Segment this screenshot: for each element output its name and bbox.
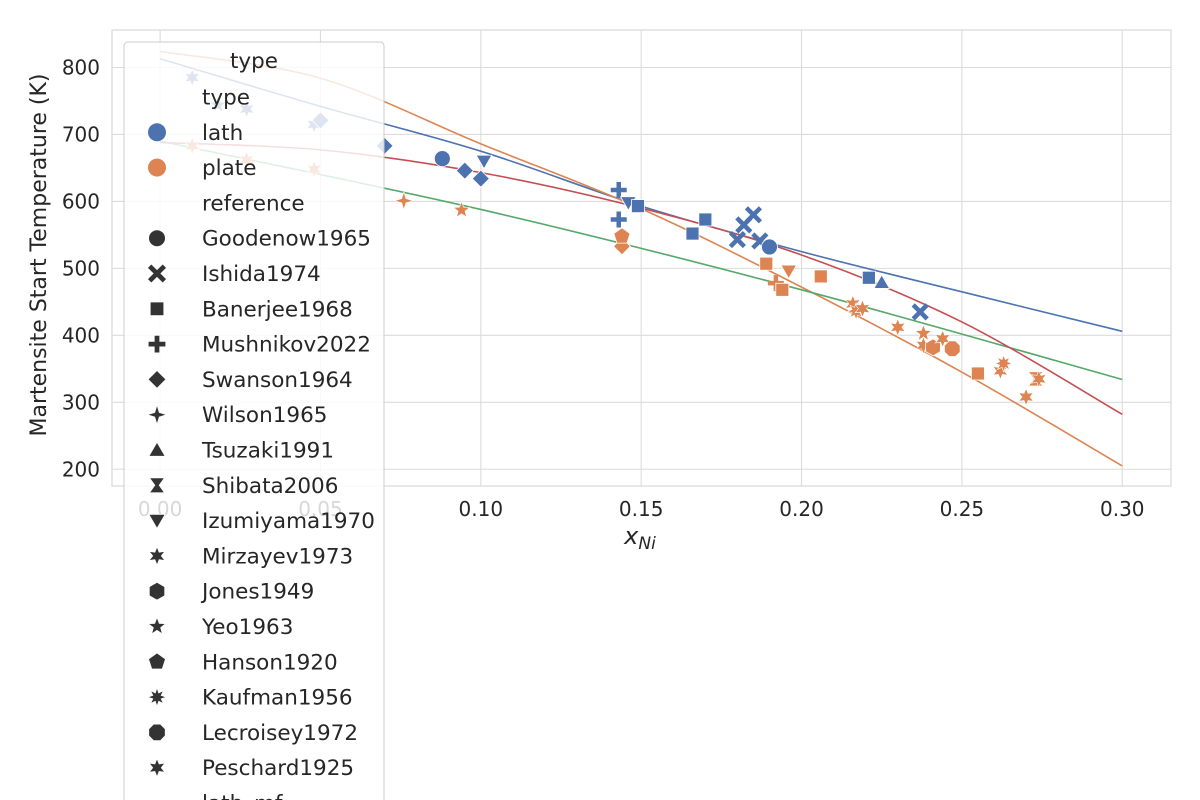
legend-marker-bowtie	[149, 477, 165, 493]
legend-label: Shibata2006	[202, 474, 338, 499]
data-point-plate-pentagon	[613, 227, 631, 244]
legend-marker-plus	[148, 335, 166, 353]
y-tick-label: 400	[62, 323, 100, 347]
x-tick-label: 0.10	[459, 497, 504, 521]
legend-marker-star6	[148, 757, 166, 778]
legend-swatch-plate	[148, 158, 166, 177]
legend-marker-diamond	[147, 369, 167, 389]
data-point-lath-x	[744, 206, 763, 224]
legend-label: Ishida1974	[202, 262, 321, 287]
data-point-lath-diamond	[455, 161, 474, 180]
legend-label: lath_mf	[202, 792, 283, 800]
y-axis-label: Martensite Start Temperature (K)	[27, 73, 52, 436]
data-point-plate-square	[759, 256, 774, 271]
legend-marker-hexagon	[148, 581, 166, 601]
legend-label: Yeo1963	[201, 615, 293, 640]
data-point-plate-star6	[1030, 369, 1047, 389]
legend-marker-octagon	[148, 723, 166, 742]
legend-swatch-lath	[148, 123, 166, 142]
data-point-plate-star6	[1017, 387, 1035, 407]
legend-marker-square	[149, 301, 165, 317]
data-point-plate-octagon	[944, 340, 961, 357]
legend-marker-star4	[146, 404, 168, 426]
legend-marker-circle	[148, 229, 166, 248]
legend-label: Mirzayev1973	[202, 544, 353, 569]
legend-label: Kaufman1956	[202, 686, 353, 711]
legend-marker-x	[147, 264, 167, 283]
legend-label: Tsuzaki1991	[201, 439, 334, 464]
legend: type type lath plate reference Goodenow1965 Is…	[123, 41, 385, 800]
y-tick-label: 500	[62, 256, 100, 280]
data-point-lath-tridown	[475, 154, 493, 170]
y-tick-label: 600	[62, 189, 100, 213]
x-tick-label: 0.20	[779, 497, 824, 521]
legend-label: Peschard1925	[202, 756, 354, 781]
legend-marker-star8	[147, 687, 167, 707]
y-tick-label: 300	[62, 390, 100, 414]
legend-label: lath	[202, 121, 243, 146]
data-point-lath-square	[631, 199, 645, 214]
y-tick-label: 200	[62, 457, 100, 481]
legend-label: type	[202, 86, 250, 111]
legend-label: Banerjee1968	[202, 297, 353, 322]
legend-label: Mushnikov2022	[202, 333, 371, 358]
x-tick-label: 0.15	[619, 497, 664, 521]
data-point-plate-star8	[994, 354, 1014, 373]
y-tick-labels: 200 300 400 500 600 700 800	[62, 55, 100, 481]
data-point-plate-star6	[889, 317, 906, 337]
data-point-plate-square	[971, 366, 985, 381]
data-point-plate-hexagon	[925, 338, 941, 357]
data-point-lath-circle	[761, 238, 778, 256]
data-point-lath-plus	[610, 182, 627, 199]
data-point-plate-tridown	[780, 264, 798, 280]
data-point-lath-square	[698, 212, 713, 227]
legend-label: Swanson1964	[202, 368, 353, 393]
legend-label: plate	[202, 156, 256, 181]
legend-label: reference	[202, 191, 305, 216]
legend-label: Wilson1965	[202, 403, 327, 428]
legend-label: Jones1949	[200, 580, 314, 605]
legend-box	[123, 41, 385, 800]
legend-title: type	[230, 49, 278, 74]
data-point-lath-square	[685, 226, 700, 241]
x-tick-label: 0.30	[1100, 497, 1145, 521]
legend-marker-star6	[148, 546, 166, 566]
data-point-lath-circle	[433, 150, 451, 167]
legend-marker-triangle	[148, 441, 166, 457]
data-point-plate-star6	[934, 329, 951, 349]
legend-marker-pentagon	[148, 652, 166, 670]
data-point-plate-star6	[854, 299, 871, 318]
data-point-lath-diamond	[471, 169, 490, 188]
legend-marker-star5	[147, 616, 167, 635]
legend-label: Izumiyama1970	[202, 509, 375, 534]
y-tick-label: 800	[62, 55, 100, 79]
legend-label: Lecroisey1972	[202, 721, 358, 746]
y-tick-label: 700	[62, 122, 100, 146]
x-axis-label: xNi	[623, 522, 656, 554]
data-point-lath-plus	[610, 211, 627, 228]
data-point-plate-square	[813, 269, 828, 284]
legend-label: Hanson1920	[202, 650, 338, 675]
legend-marker-tridown	[148, 513, 166, 530]
data-point-lath-square	[861, 270, 876, 285]
data-point-plate-star4	[393, 190, 414, 211]
x-tick-label: 0.25	[940, 497, 985, 521]
data-point-lath-triangle	[873, 274, 891, 289]
data-point-lath-x	[728, 230, 746, 249]
data-point-plate-star5	[452, 200, 471, 218]
legend-label: Goodenow1965	[202, 227, 371, 252]
data-point-lath-x	[911, 303, 929, 321]
data-point-plate-square	[775, 282, 790, 297]
